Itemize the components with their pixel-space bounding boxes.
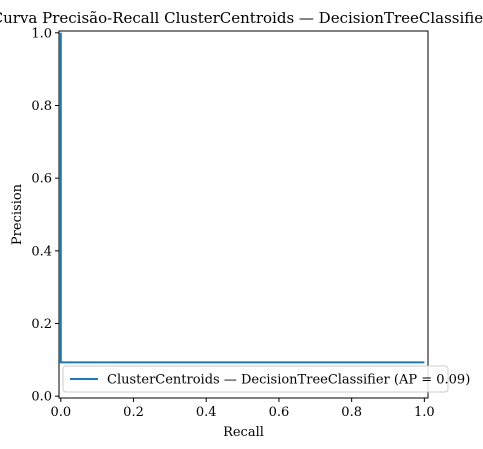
y-tick-label: 0.6: [31, 172, 52, 187]
x-axis-ticks: 0.0 0.2 0.4 0.6 0.8 1.0: [50, 398, 435, 420]
legend-entry: ClusterCentroids — DecisionTreeClassifie…: [107, 373, 470, 388]
y-tick-label: 0.8: [31, 99, 52, 114]
x-tick-label: 0.8: [341, 405, 362, 420]
y-tick-label: 0.2: [31, 317, 52, 332]
plot-frame: [58, 30, 429, 399]
plot-area: [59, 32, 425, 364]
legend: ClusterCentroids — DecisionTreeClassifie…: [62, 365, 470, 393]
y-tick-label: 1.0: [31, 26, 52, 41]
x-tick-label: 1.0: [414, 405, 435, 420]
y-axis-ticks: 0.0 0.2 0.4 0.6 0.8 1.0: [31, 26, 59, 405]
x-tick-label: 0.6: [269, 405, 290, 420]
y-axis-label: Precision: [10, 183, 25, 245]
x-tick-label: 0.2: [123, 405, 144, 420]
chart-title: Curva Precisão-Recall ClusterCentroids —…: [0, 9, 483, 27]
y-tick-label: 0.4: [31, 244, 52, 259]
series-line-0: [59, 32, 425, 364]
x-axis-label: Recall: [223, 425, 264, 440]
legend-box: [62, 365, 449, 393]
x-tick-label: 0.0: [50, 405, 71, 420]
x-tick-label: 0.4: [196, 405, 217, 420]
y-tick-label: 0.0: [31, 390, 52, 405]
